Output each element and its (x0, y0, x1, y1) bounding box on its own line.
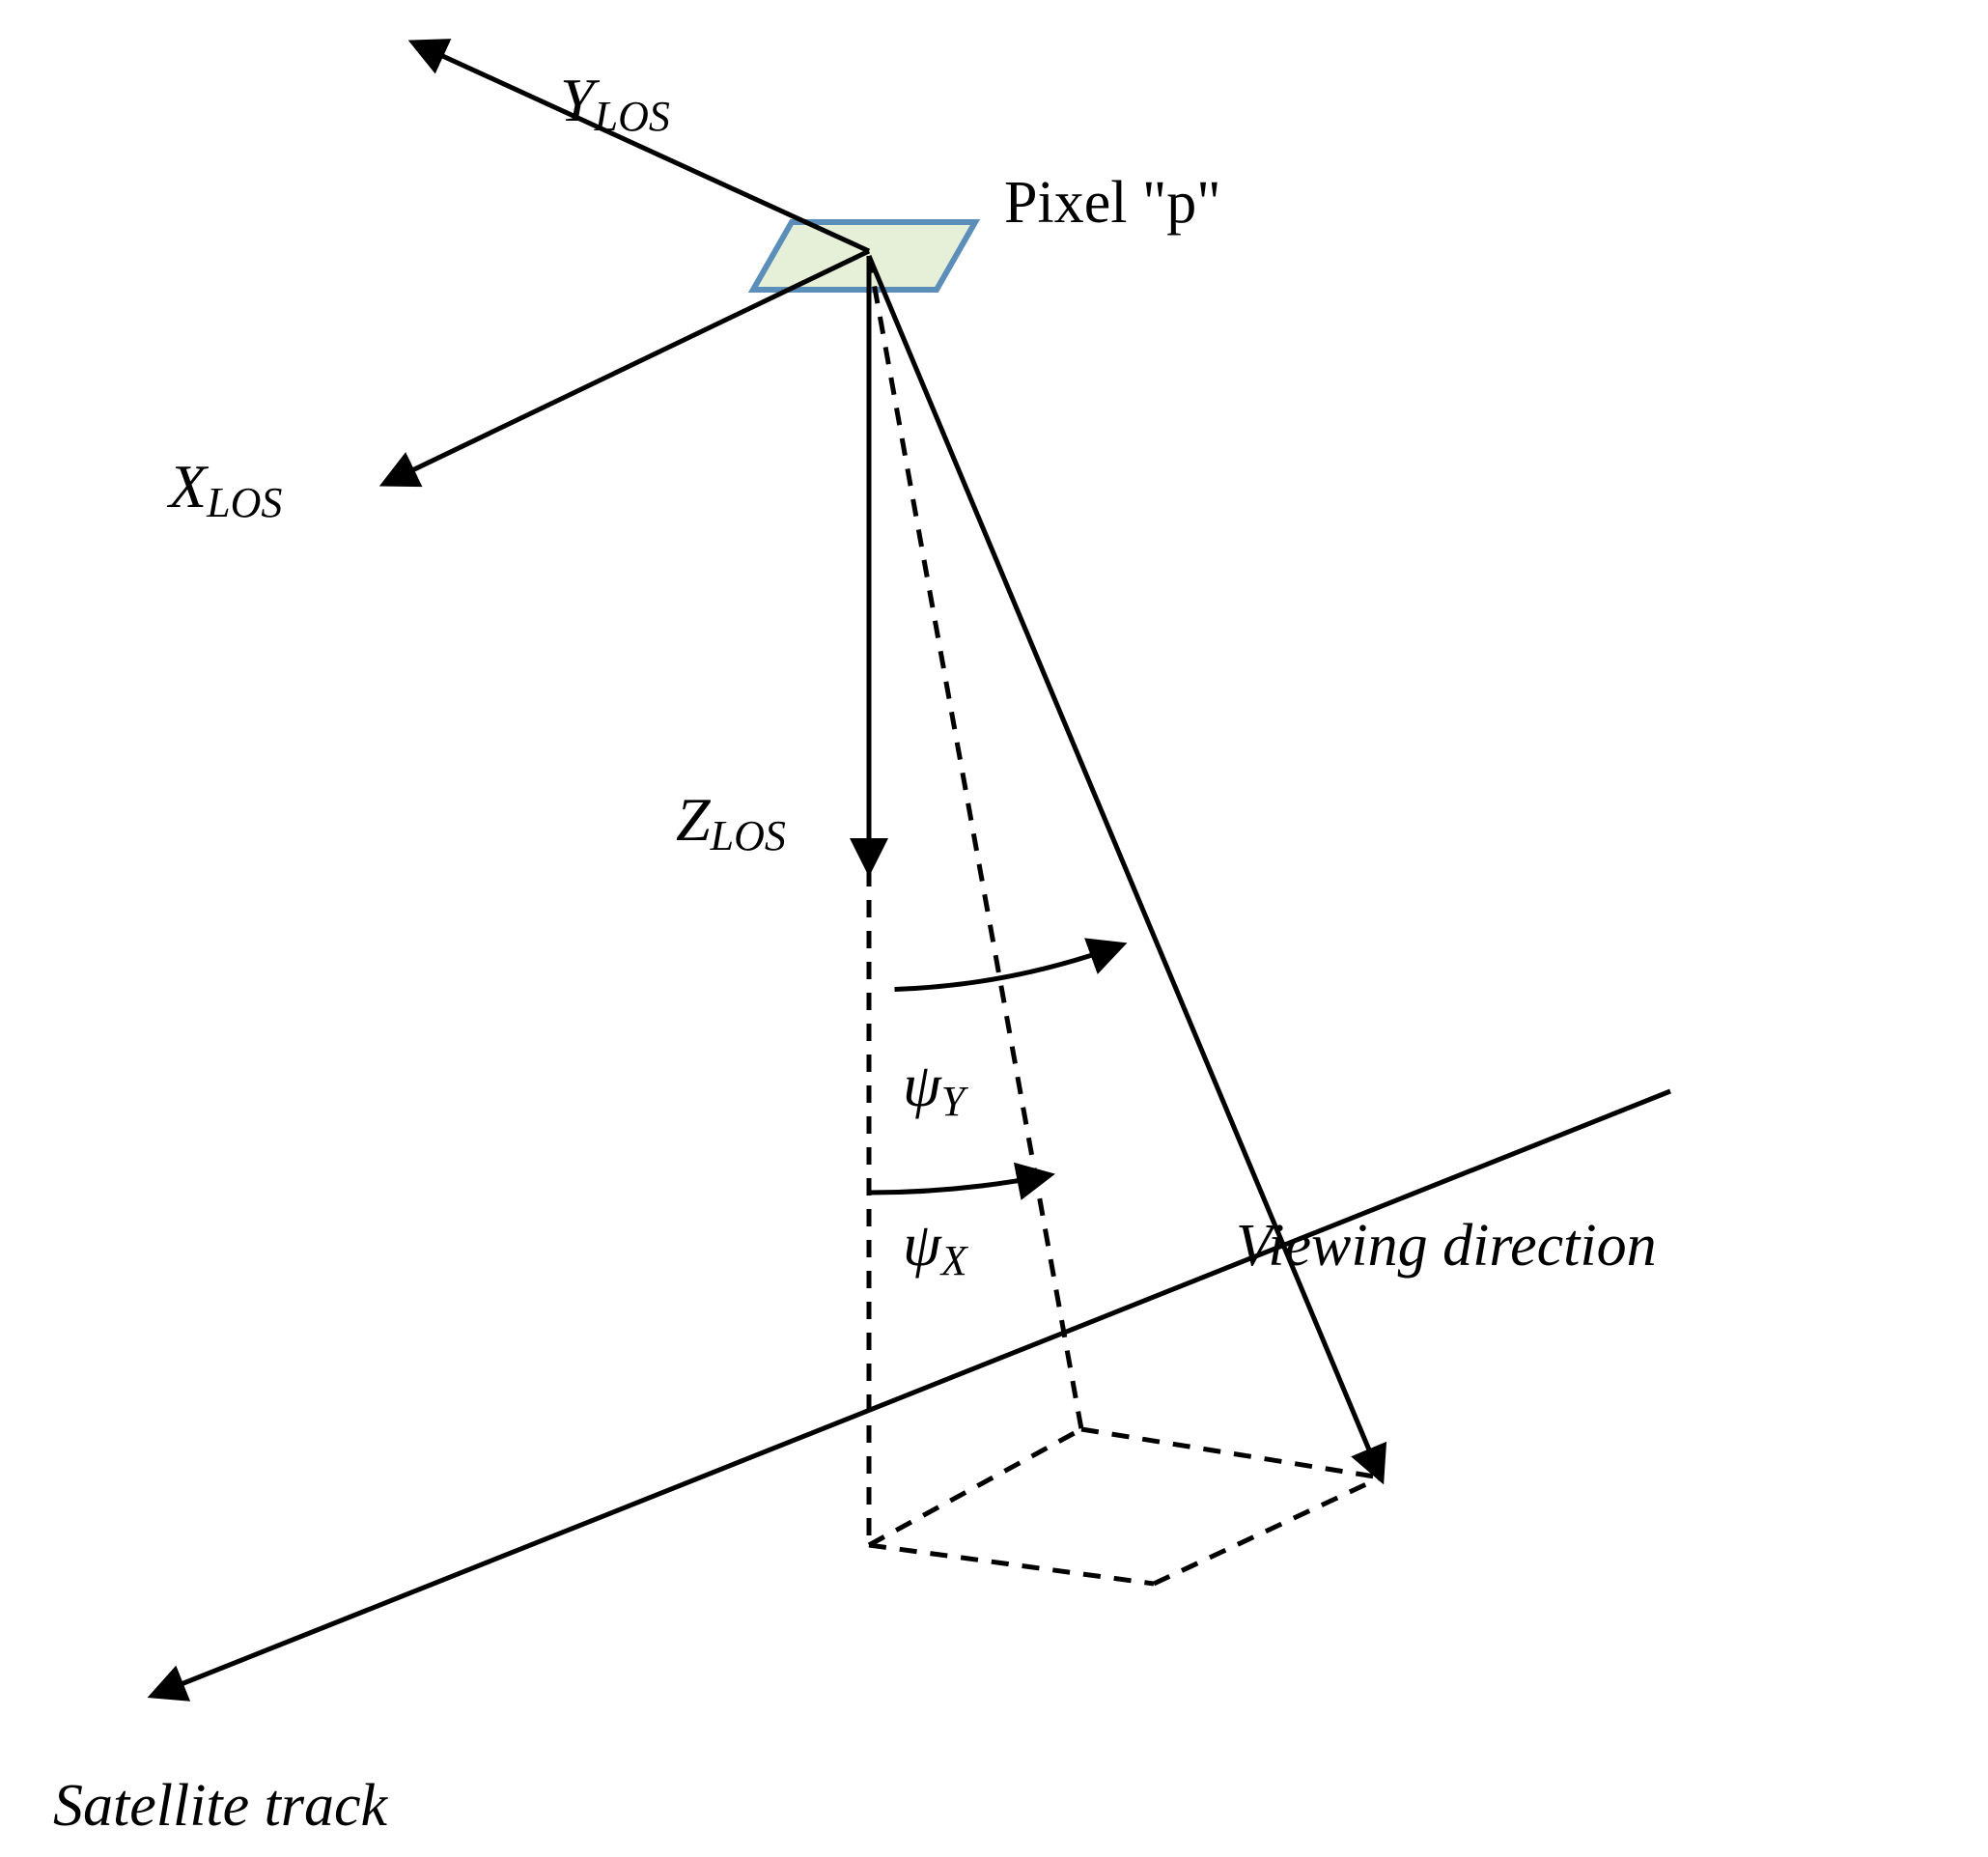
ground-box-side-1 (869, 1545, 1154, 1584)
xlos-axis (386, 251, 869, 483)
ground-box-side-2 (1154, 1477, 1381, 1584)
psi-x-label: ψX (903, 1210, 969, 1284)
satellite-track-label: Satellite track (53, 1773, 389, 1839)
satellite-track-line (154, 1091, 1670, 1695)
pixel-p-label: Pixel "p" (1004, 170, 1221, 236)
psi-y-label: ψY (903, 1051, 969, 1125)
xlos-label: XLOS (166, 452, 282, 526)
ylos-label: YLOS (560, 66, 670, 140)
ground-box-side-3 (869, 1429, 1081, 1545)
inner-diagonal-dashed (869, 256, 1081, 1429)
psi-y-arc (895, 945, 1120, 989)
viewing-direction-line (869, 256, 1381, 1477)
viewing-direction-label: Viewing direction (1236, 1213, 1657, 1279)
ylos-axis (415, 43, 869, 251)
los-diagram: Pixel "p" YLOS XLOS ZLOS ψY ψX Viewing d… (0, 0, 1988, 1857)
psi-x-arc (869, 1175, 1048, 1193)
ground-box-side-4 (1081, 1429, 1381, 1477)
zlos-label: ZLOS (676, 785, 786, 859)
